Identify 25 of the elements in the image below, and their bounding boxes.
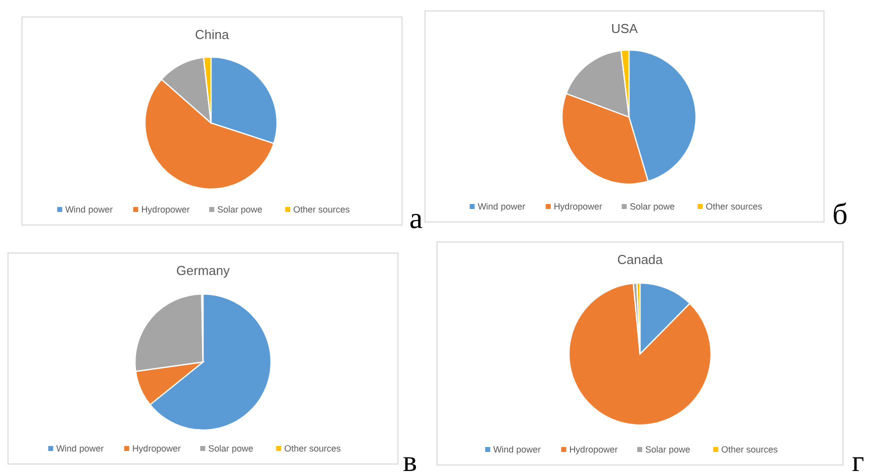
legend-label: Hydropower <box>132 444 181 454</box>
pie-slice <box>568 282 712 426</box>
legend-label: Solar powe <box>217 204 262 214</box>
chart-title: China <box>195 27 230 42</box>
chart-title: Germany <box>176 263 230 278</box>
text: г <box>852 445 864 475</box>
text: а <box>409 202 423 235</box>
legend-label: Other sources <box>293 204 350 214</box>
legend-label: Wind power <box>65 204 113 214</box>
legend-label: Solar powe <box>630 202 675 212</box>
legend-label: Hydropower <box>569 444 618 454</box>
text: б <box>832 198 848 231</box>
legend-label: Other sources <box>721 444 778 454</box>
text: в <box>402 445 418 475</box>
legend-label: Hydropower <box>141 204 190 214</box>
legend-label: Wind power <box>56 444 104 454</box>
legend-label: Other sources <box>284 444 342 454</box>
legend-label: Solar powe <box>645 444 690 454</box>
legend-label: Solar powe <box>208 444 254 454</box>
legend-label: Hydropower <box>554 202 602 212</box>
chart-title: USA <box>611 21 638 36</box>
legend-label: Other sources <box>706 202 763 212</box>
legend-label: Wind power <box>478 202 526 212</box>
chart-title: Canada <box>617 252 664 267</box>
legend-label: Wind power <box>493 444 541 454</box>
